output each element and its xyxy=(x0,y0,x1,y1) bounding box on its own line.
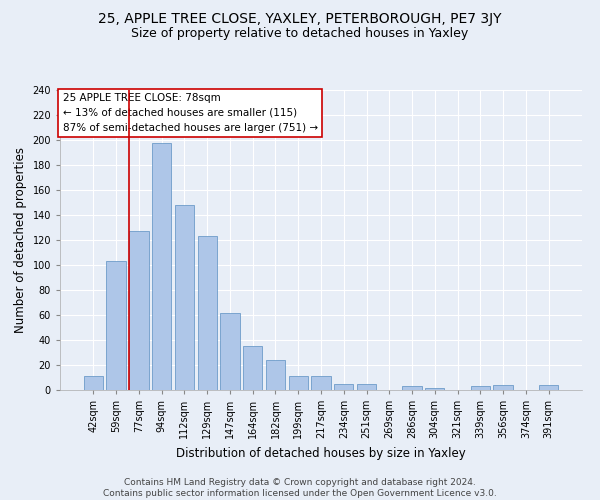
Y-axis label: Number of detached properties: Number of detached properties xyxy=(14,147,27,333)
Bar xyxy=(289,376,308,390)
Text: 25 APPLE TREE CLOSE: 78sqm
← 13% of detached houses are smaller (115)
87% of sem: 25 APPLE TREE CLOSE: 78sqm ← 13% of deta… xyxy=(62,93,318,132)
Text: Size of property relative to detached houses in Yaxley: Size of property relative to detached ho… xyxy=(131,28,469,40)
Bar xyxy=(403,386,422,390)
Bar xyxy=(357,384,376,390)
Bar xyxy=(334,384,353,390)
Bar xyxy=(106,261,126,390)
Bar xyxy=(470,386,490,390)
Bar xyxy=(493,385,513,390)
Bar xyxy=(129,231,149,390)
Bar xyxy=(197,236,217,390)
Bar xyxy=(152,142,172,390)
Text: 25, APPLE TREE CLOSE, YAXLEY, PETERBOROUGH, PE7 3JY: 25, APPLE TREE CLOSE, YAXLEY, PETERBOROU… xyxy=(98,12,502,26)
Bar xyxy=(425,388,445,390)
Text: Contains HM Land Registry data © Crown copyright and database right 2024.
Contai: Contains HM Land Registry data © Crown c… xyxy=(103,478,497,498)
Bar xyxy=(243,346,262,390)
Bar xyxy=(220,312,239,390)
Bar xyxy=(311,376,331,390)
Bar xyxy=(266,360,285,390)
Bar xyxy=(175,205,194,390)
Bar xyxy=(539,385,558,390)
X-axis label: Distribution of detached houses by size in Yaxley: Distribution of detached houses by size … xyxy=(176,446,466,460)
Bar xyxy=(84,376,103,390)
